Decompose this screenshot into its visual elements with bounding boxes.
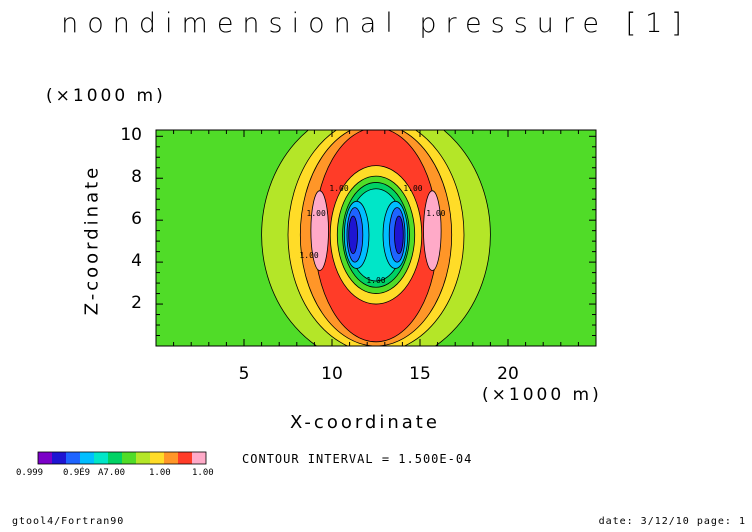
colorbar-swatch [80, 452, 94, 464]
colorbar-label: 1.00 [192, 468, 214, 478]
contour-line-label: 1.00 [299, 251, 318, 260]
colorbar-swatch [122, 452, 136, 464]
colorbar-swatch [164, 452, 178, 464]
colorbar-swatch [178, 452, 192, 464]
y-tick-label: 6 [131, 209, 142, 230]
footer-date-page: date: 3/12/10 page: 1 [598, 516, 746, 527]
x-tick-label: 5 [238, 364, 250, 384]
y-tick-label: 8 [131, 167, 142, 188]
colorbar-border [37, 451, 207, 465]
x-axis-unit: (×1000 m) [482, 385, 602, 405]
contour-region [394, 215, 404, 255]
colorbar [37, 451, 207, 465]
contour-region [348, 215, 358, 255]
x-tick-label: 20 [497, 364, 519, 384]
x-tick-label: 15 [409, 364, 431, 384]
contour-line-label: 1.00 [307, 209, 326, 218]
plot-frame [155, 129, 597, 347]
colorbar-swatch [66, 452, 80, 464]
colorbar-label: 0.9É9 [63, 468, 91, 478]
contour-line-label: 1.00 [403, 184, 422, 193]
x-tick-label: 10 [321, 364, 343, 384]
plot-border [155, 129, 597, 347]
colorbar-swatch [52, 452, 66, 464]
contour-region [423, 190, 442, 271]
colorbar-label: 1.00 [149, 468, 171, 478]
y-tick-label: 4 [131, 251, 142, 272]
contour-line-label: 1.00 [366, 276, 385, 285]
y-tick-label: 2 [131, 293, 142, 314]
chart-title: nondimensional pressure [1] [61, 8, 691, 39]
colorbar-label: A7.00 [98, 468, 126, 478]
footer-program: gtool4/Fortran90 [12, 516, 125, 527]
colorbar-swatch [192, 452, 206, 464]
colorbar-swatch [150, 452, 164, 464]
y-axis-label: Z-coordinate [81, 164, 103, 316]
colorbar-swatch [136, 452, 150, 464]
y-tick-label: 10 [120, 125, 142, 146]
colorbar-swatch [108, 452, 122, 464]
z-axis-unit: (×1000 m) [46, 86, 166, 106]
contour-fills: 1.00 1.00 1.00 1.00 1.00 1.00 [156, 130, 596, 346]
contour-interval-note: CONTOUR INTERVAL = 1.500E-04 [242, 452, 473, 466]
colorbar-swatch [94, 452, 108, 464]
x-axis-label: X-coordinate [290, 412, 440, 433]
contour-line-label: 1.00 [426, 209, 445, 218]
contour-region [310, 190, 329, 271]
colorbar-swatch [38, 452, 52, 464]
contour-line-label: 1.00 [329, 184, 348, 193]
colorbar-label: 0.999 [16, 468, 44, 478]
